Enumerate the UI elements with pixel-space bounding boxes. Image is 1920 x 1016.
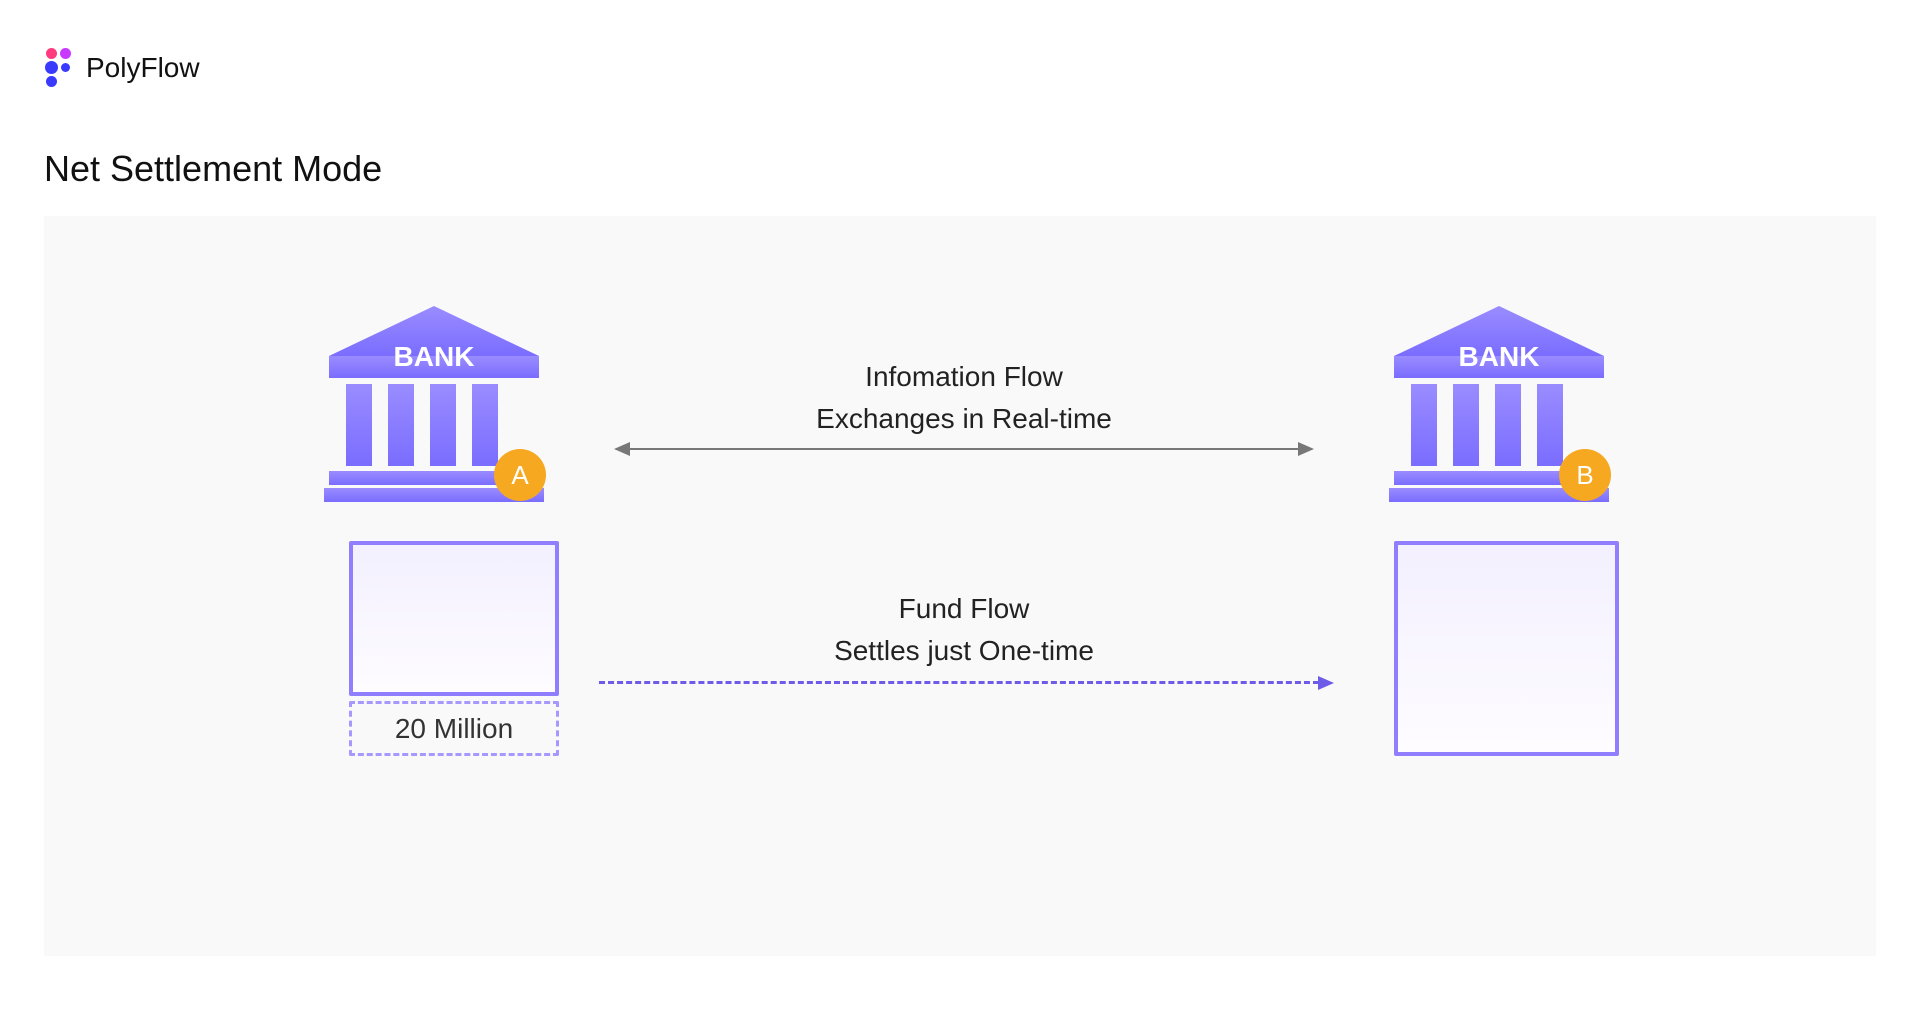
bank-a-badge: A bbox=[494, 449, 546, 501]
fund-flow-line2: Settles just One-time bbox=[614, 630, 1314, 672]
bank-b-label: BANK bbox=[1459, 341, 1540, 373]
fund-flow-line1: Fund Flow bbox=[614, 588, 1314, 630]
settlement-amount-label: 20 Million bbox=[395, 713, 513, 745]
bank-b-icon: BANK B bbox=[1389, 306, 1609, 506]
logo-mark-icon bbox=[44, 48, 74, 88]
info-flow-line2: Exchanges in Real-time bbox=[614, 398, 1314, 440]
bank-b-badge: B bbox=[1559, 449, 1611, 501]
fund-box-a bbox=[349, 541, 559, 696]
brand-name: PolyFlow bbox=[86, 52, 200, 84]
fund-flow-text: Fund Flow Settles just One-time bbox=[614, 588, 1314, 672]
info-flow-text: Infomation Flow Exchanges in Real-time bbox=[614, 356, 1314, 440]
page-title: Net Settlement Mode bbox=[44, 148, 1876, 190]
fund-flow-arrow bbox=[599, 681, 1334, 683]
info-flow-arrow bbox=[614, 448, 1314, 450]
bank-a-icon: BANK A bbox=[324, 306, 544, 506]
settlement-amount-box: 20 Million bbox=[349, 701, 559, 756]
fund-box-b bbox=[1394, 541, 1619, 756]
brand-logo: PolyFlow bbox=[44, 48, 1876, 88]
bank-a-label: BANK bbox=[394, 341, 475, 373]
info-flow-line1: Infomation Flow bbox=[614, 356, 1314, 398]
diagram-canvas: BANK A BANK B bbox=[44, 216, 1876, 956]
